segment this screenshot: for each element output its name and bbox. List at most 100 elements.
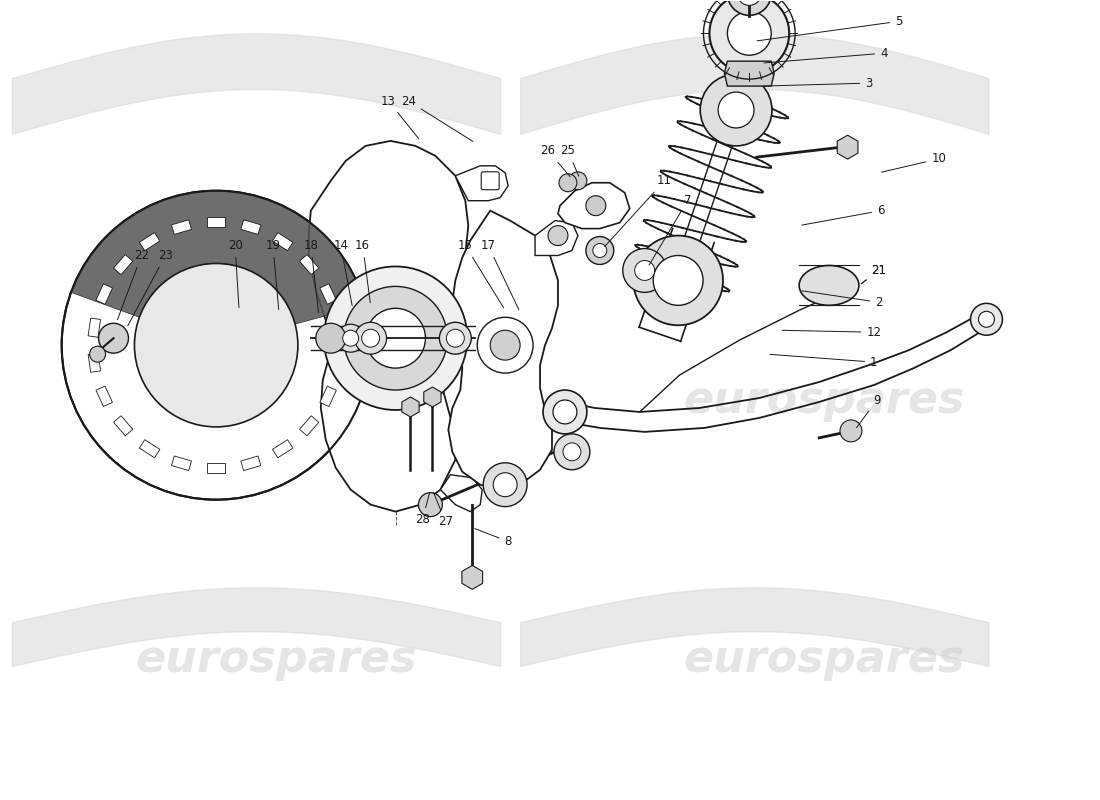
Circle shape bbox=[569, 172, 587, 190]
Text: 14: 14 bbox=[333, 239, 352, 306]
Polygon shape bbox=[725, 61, 774, 86]
Circle shape bbox=[316, 323, 345, 353]
Text: 28: 28 bbox=[415, 492, 430, 526]
Text: 6: 6 bbox=[802, 204, 884, 225]
Circle shape bbox=[710, 0, 789, 73]
Circle shape bbox=[635, 261, 654, 281]
Circle shape bbox=[634, 235, 723, 326]
Text: 17: 17 bbox=[481, 239, 519, 310]
Circle shape bbox=[134, 263, 298, 427]
Text: 7: 7 bbox=[649, 194, 691, 265]
Polygon shape bbox=[207, 217, 226, 227]
Circle shape bbox=[337, 324, 364, 352]
Text: 2: 2 bbox=[802, 290, 882, 309]
Text: 22: 22 bbox=[118, 249, 148, 320]
Circle shape bbox=[727, 0, 771, 15]
Circle shape bbox=[586, 196, 606, 216]
Circle shape bbox=[477, 318, 534, 373]
Polygon shape bbox=[535, 221, 578, 255]
Circle shape bbox=[362, 330, 380, 347]
Text: 18: 18 bbox=[304, 239, 319, 313]
Text: 1: 1 bbox=[770, 354, 878, 369]
Text: 20: 20 bbox=[228, 239, 242, 307]
Circle shape bbox=[447, 330, 464, 347]
Text: 25: 25 bbox=[561, 144, 579, 176]
Circle shape bbox=[99, 323, 129, 353]
Polygon shape bbox=[140, 440, 159, 458]
Circle shape bbox=[548, 226, 568, 246]
Polygon shape bbox=[440, 474, 482, 512]
Circle shape bbox=[737, 0, 761, 6]
Circle shape bbox=[354, 322, 386, 354]
Text: 8: 8 bbox=[475, 529, 512, 548]
Circle shape bbox=[553, 400, 576, 424]
Circle shape bbox=[439, 322, 471, 354]
Text: 21: 21 bbox=[861, 264, 887, 284]
Circle shape bbox=[563, 443, 581, 461]
Text: 23: 23 bbox=[128, 249, 173, 326]
Circle shape bbox=[840, 420, 862, 442]
Text: 19: 19 bbox=[265, 239, 280, 310]
Circle shape bbox=[653, 255, 703, 306]
Circle shape bbox=[701, 74, 772, 146]
Circle shape bbox=[543, 390, 587, 434]
Circle shape bbox=[343, 330, 359, 346]
Polygon shape bbox=[241, 456, 261, 470]
Circle shape bbox=[89, 346, 106, 362]
Circle shape bbox=[623, 249, 667, 292]
Circle shape bbox=[491, 330, 520, 360]
Polygon shape bbox=[241, 220, 261, 234]
Polygon shape bbox=[455, 166, 508, 201]
Polygon shape bbox=[273, 233, 293, 250]
Text: 11: 11 bbox=[605, 174, 672, 246]
Polygon shape bbox=[332, 353, 344, 372]
Text: 9: 9 bbox=[857, 394, 881, 428]
Circle shape bbox=[323, 266, 468, 410]
Text: 26: 26 bbox=[540, 144, 570, 177]
Text: 27: 27 bbox=[433, 492, 453, 528]
Circle shape bbox=[727, 11, 771, 55]
Polygon shape bbox=[88, 353, 100, 372]
Polygon shape bbox=[172, 456, 191, 470]
Circle shape bbox=[718, 92, 754, 128]
Text: 13: 13 bbox=[381, 94, 419, 138]
FancyBboxPatch shape bbox=[481, 172, 499, 190]
Polygon shape bbox=[113, 254, 133, 274]
Text: 10: 10 bbox=[881, 152, 946, 172]
Polygon shape bbox=[320, 284, 337, 304]
Text: 4: 4 bbox=[764, 46, 888, 63]
Circle shape bbox=[493, 473, 517, 497]
Text: eurospares: eurospares bbox=[683, 378, 965, 422]
Ellipse shape bbox=[799, 266, 859, 306]
Polygon shape bbox=[172, 220, 191, 234]
Polygon shape bbox=[558, 182, 629, 229]
Text: 21: 21 bbox=[861, 264, 887, 284]
Text: eurospares: eurospares bbox=[135, 638, 417, 681]
Text: eurospares: eurospares bbox=[135, 378, 417, 422]
Circle shape bbox=[593, 243, 607, 258]
Polygon shape bbox=[273, 440, 293, 458]
Polygon shape bbox=[140, 233, 159, 250]
Circle shape bbox=[979, 311, 994, 327]
Text: 15: 15 bbox=[458, 239, 504, 308]
Circle shape bbox=[365, 308, 426, 368]
Circle shape bbox=[559, 174, 576, 192]
Polygon shape bbox=[113, 416, 133, 436]
Text: 12: 12 bbox=[782, 326, 881, 338]
Polygon shape bbox=[88, 318, 100, 338]
Polygon shape bbox=[449, 210, 558, 490]
Circle shape bbox=[554, 434, 590, 470]
Polygon shape bbox=[320, 386, 337, 406]
Polygon shape bbox=[96, 284, 112, 304]
Circle shape bbox=[343, 286, 448, 390]
Polygon shape bbox=[332, 318, 344, 338]
Circle shape bbox=[418, 493, 442, 517]
Circle shape bbox=[483, 462, 527, 506]
Text: eurospares: eurospares bbox=[683, 638, 965, 681]
Polygon shape bbox=[207, 463, 226, 474]
Text: 16: 16 bbox=[355, 239, 371, 302]
Text: 24: 24 bbox=[402, 94, 473, 142]
Polygon shape bbox=[309, 141, 469, 512]
Text: 3: 3 bbox=[764, 77, 872, 90]
Polygon shape bbox=[299, 254, 319, 274]
